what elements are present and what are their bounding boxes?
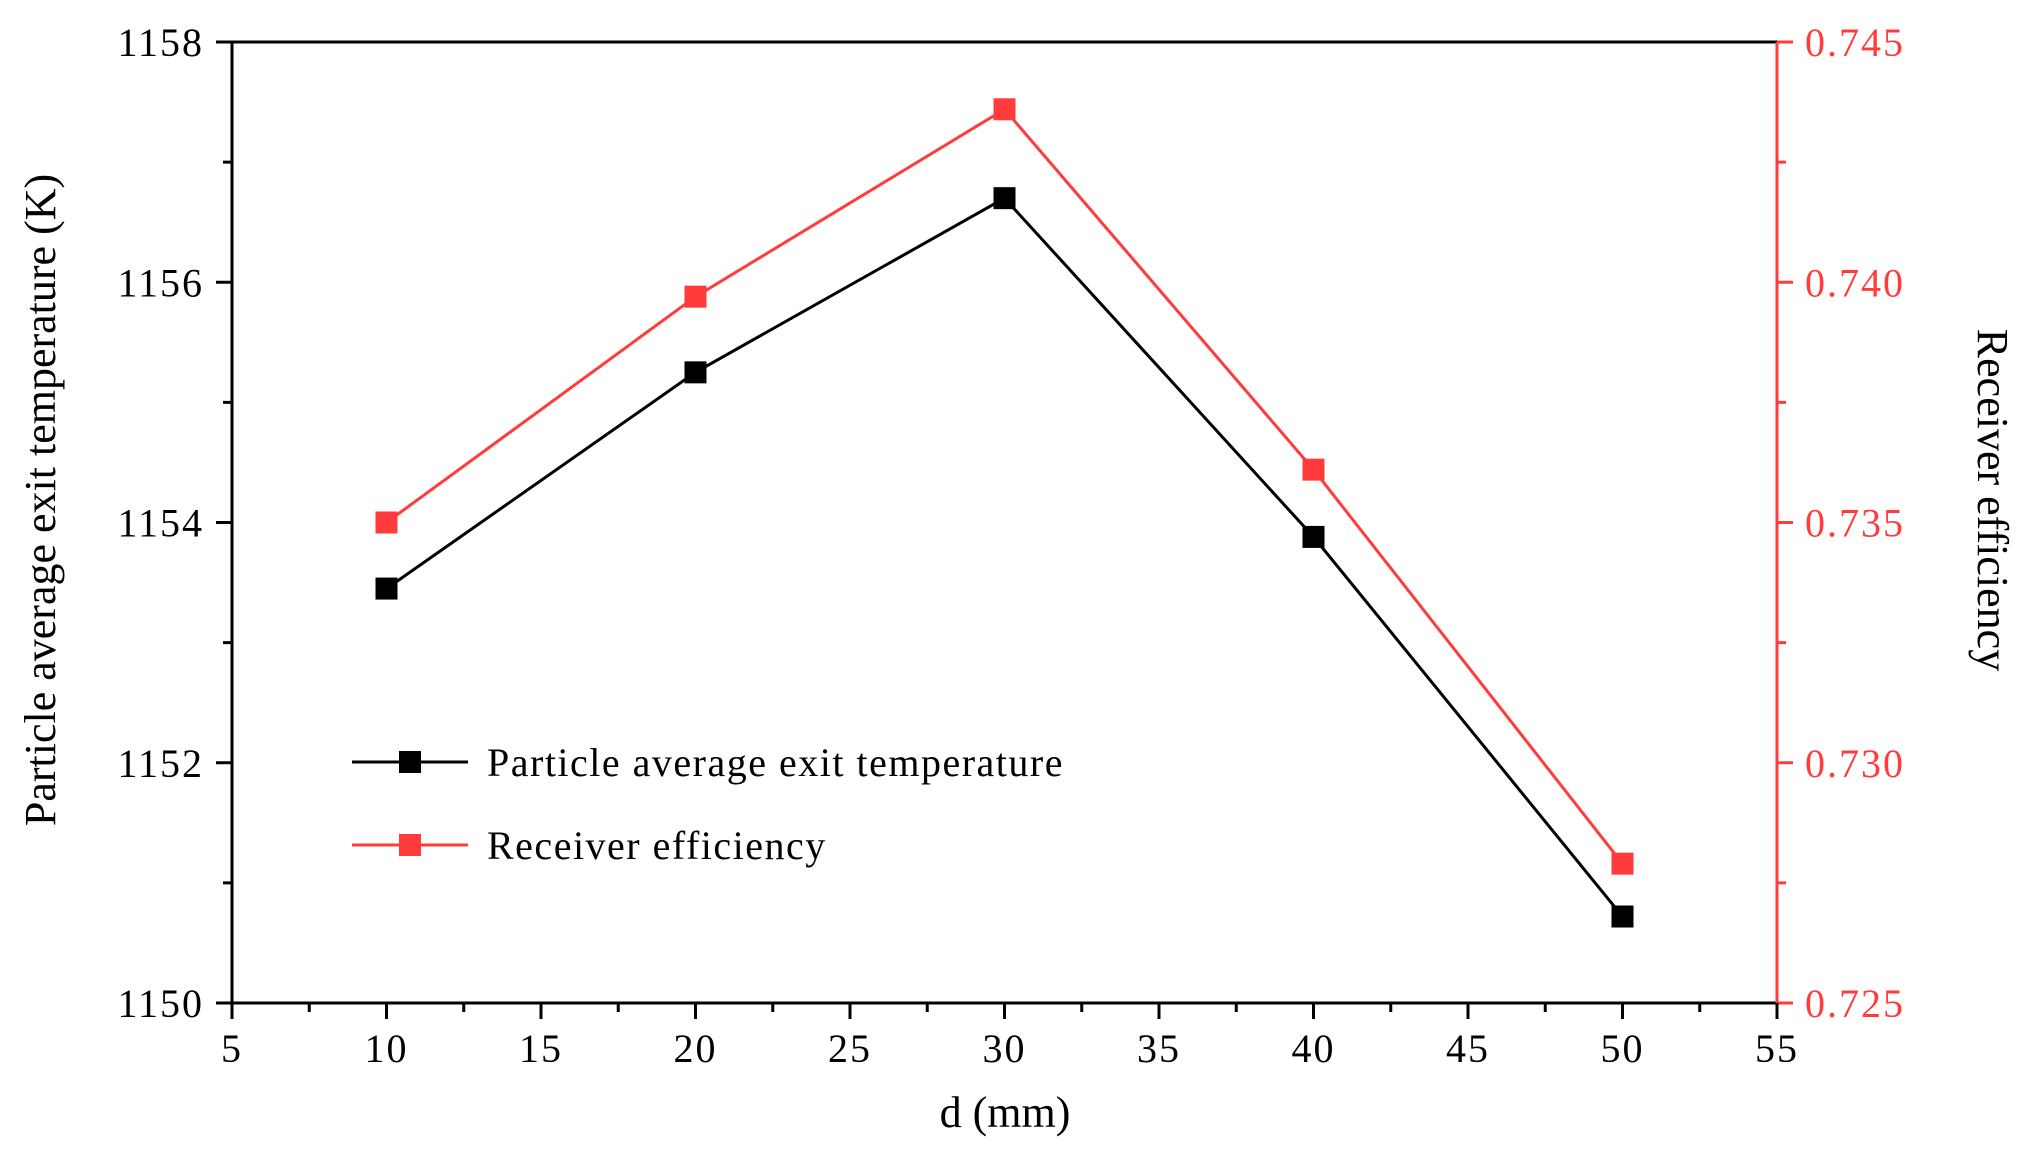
legend-marker-efficiency — [399, 834, 421, 856]
legend-label-efficiency: Receiver efficiency — [487, 823, 827, 868]
y-right-tick-label: 0.740 — [1805, 260, 1905, 305]
y-left-tick-label: 1156 — [117, 260, 204, 305]
x-tick-label: 40 — [1292, 1026, 1336, 1071]
data-point-temperature — [375, 577, 398, 600]
data-point-efficiency — [1302, 458, 1325, 481]
data-point-efficiency — [375, 511, 398, 534]
data-point-efficiency — [993, 98, 1016, 121]
data-point-temperature — [684, 361, 707, 384]
left-axis: 1150 1152 1154 1156 1158 — [117, 20, 232, 1026]
plot-frame — [230, 40, 1779, 1005]
data-point-efficiency — [1611, 852, 1634, 875]
y-left-tick-label: 1158 — [117, 20, 204, 65]
right-axis: 0.725 0.730 0.735 0.740 0.745 — [1777, 20, 1905, 1026]
data-point-temperature — [993, 187, 1016, 210]
x-tick-label: 35 — [1137, 1026, 1181, 1071]
legend-label-temperature: Particle average exit temperature — [487, 740, 1064, 785]
right-axis-title: Receiver efficiency — [1968, 329, 2017, 671]
legend-item-temperature: Particle average exit temperature — [352, 740, 1064, 785]
legend: Particle average exit temperature Receiv… — [352, 740, 1064, 868]
x-tick-label: 5 — [221, 1026, 243, 1071]
bottom-axis: 5 10 15 20 25 30 35 40 45 50 55 — [221, 1003, 1799, 1071]
x-tick-label: 55 — [1755, 1026, 1799, 1071]
y-left-tick-label: 1150 — [117, 981, 204, 1026]
legend-marker-temperature — [399, 751, 421, 773]
x-tick-label: 10 — [365, 1026, 409, 1071]
y-left-tick-label: 1154 — [117, 501, 204, 546]
y-right-tick-label: 0.730 — [1805, 741, 1905, 786]
y-left-tick-label: 1152 — [117, 741, 204, 786]
series-line-temperature — [385, 196, 1624, 918]
x-tick-label: 30 — [983, 1026, 1027, 1071]
y-right-tick-label: 0.725 — [1805, 981, 1905, 1026]
x-tick-label: 15 — [519, 1026, 563, 1071]
y-right-tick-label: 0.735 — [1805, 501, 1905, 546]
data-point-temperature — [1611, 905, 1634, 928]
y-right-tick-label: 0.745 — [1805, 20, 1905, 65]
x-tick-label: 25 — [828, 1026, 872, 1071]
series-layer — [375, 98, 1634, 928]
left-axis-title: Particle average exit temperature (K) — [16, 174, 65, 826]
x-tick-label: 50 — [1601, 1026, 1645, 1071]
x-tick-label: 45 — [1446, 1026, 1490, 1071]
data-point-efficiency — [684, 285, 707, 308]
x-axis-title: d (mm) — [940, 1088, 1071, 1137]
x-tick-label: 20 — [674, 1026, 718, 1071]
data-point-temperature — [1302, 525, 1325, 548]
legend-item-efficiency: Receiver efficiency — [352, 823, 827, 868]
